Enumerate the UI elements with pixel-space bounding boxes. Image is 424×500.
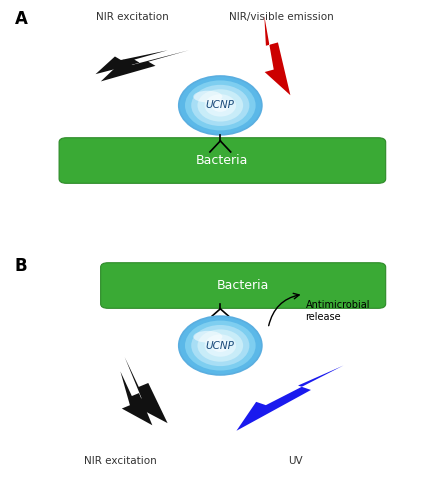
Polygon shape	[237, 366, 343, 431]
Text: NIR/visible emission: NIR/visible emission	[229, 12, 333, 22]
Ellipse shape	[185, 320, 256, 370]
Polygon shape	[120, 372, 152, 426]
Ellipse shape	[193, 90, 223, 102]
Ellipse shape	[193, 331, 223, 342]
Text: UCNP: UCNP	[206, 100, 235, 110]
Text: NIR excitation: NIR excitation	[96, 12, 168, 22]
Text: UV: UV	[288, 456, 302, 466]
Ellipse shape	[198, 89, 243, 122]
Ellipse shape	[204, 94, 236, 116]
Ellipse shape	[185, 80, 256, 130]
Ellipse shape	[179, 76, 262, 135]
Polygon shape	[125, 357, 167, 423]
Ellipse shape	[211, 339, 229, 352]
Text: Bacteria: Bacteria	[196, 154, 248, 167]
Polygon shape	[95, 50, 168, 74]
Ellipse shape	[204, 334, 236, 356]
Ellipse shape	[198, 330, 243, 362]
Ellipse shape	[211, 99, 229, 112]
Text: A: A	[14, 10, 28, 28]
FancyBboxPatch shape	[59, 138, 386, 184]
Text: UCNP: UCNP	[206, 340, 235, 350]
Text: NIR excitation: NIR excitation	[84, 456, 157, 466]
Ellipse shape	[191, 325, 249, 366]
Text: Bacteria: Bacteria	[217, 279, 269, 292]
Ellipse shape	[191, 85, 249, 126]
Ellipse shape	[179, 316, 262, 375]
Polygon shape	[101, 50, 189, 82]
Text: B: B	[14, 258, 27, 276]
Polygon shape	[264, 16, 290, 95]
FancyBboxPatch shape	[100, 262, 386, 308]
Text: Antimicrobial
release: Antimicrobial release	[305, 300, 370, 322]
